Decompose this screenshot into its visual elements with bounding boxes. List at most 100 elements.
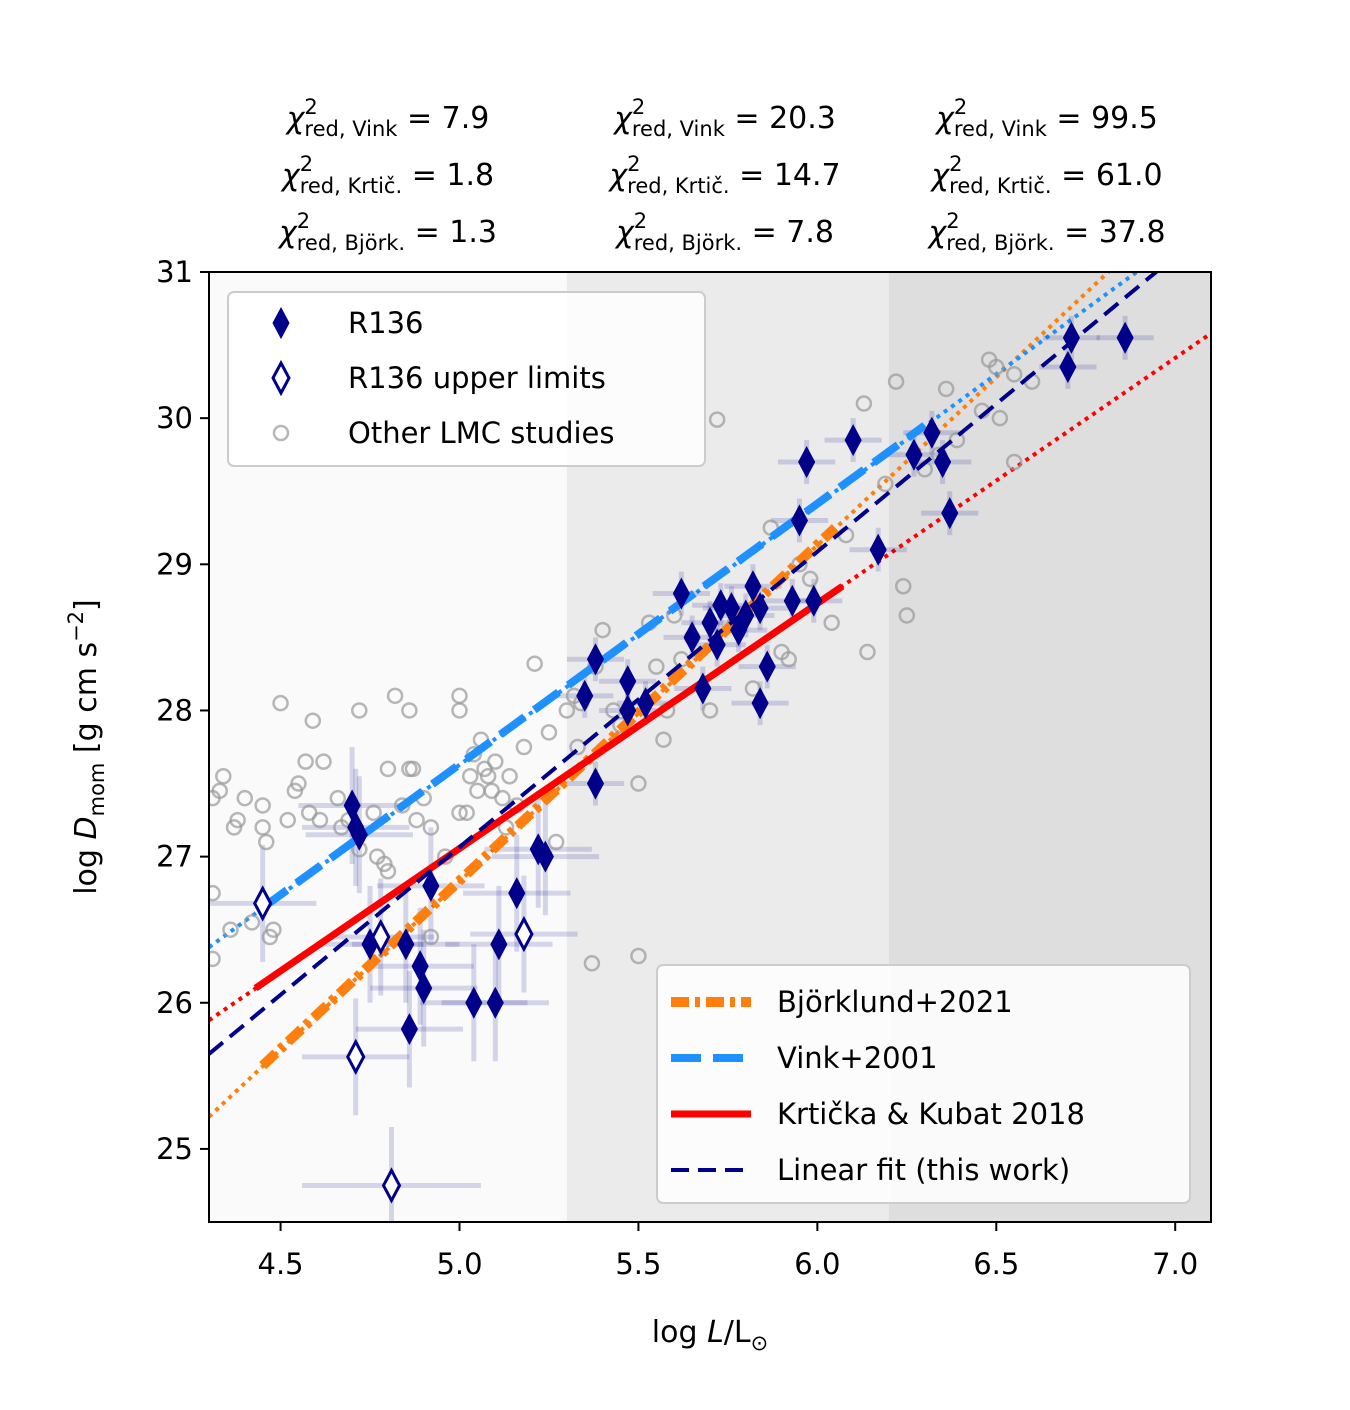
diamond-marker [1116, 321, 1134, 354]
label-part: red, Björk. [946, 231, 1054, 255]
label-part: χ [607, 158, 628, 193]
diamond-marker [737, 599, 755, 632]
circle-marker [1005, 453, 1023, 471]
label-part: = 20.3 [725, 101, 836, 136]
circle-marker [991, 409, 1009, 427]
diamond-marker [536, 840, 554, 873]
circle-marker [254, 819, 271, 836]
diamond-marker [708, 628, 726, 661]
circle-marker [458, 804, 475, 822]
circle-marker [215, 767, 232, 785]
plot-area [209, 272, 1211, 1222]
circle-marker [209, 884, 221, 902]
legend-label: R136 [348, 306, 424, 340]
diamond-marker [400, 1013, 418, 1046]
legend-label: Other LMC studies [348, 416, 614, 450]
diamond-marker [381, 1167, 402, 1204]
diamond-marker [637, 687, 655, 720]
circle-marker [254, 797, 271, 814]
diamond-marker [350, 818, 368, 851]
circle-marker [404, 760, 422, 778]
label-part: log [652, 1315, 707, 1350]
diamond-marker [1062, 321, 1081, 354]
label-part: χ [926, 215, 947, 250]
label-part: = 61.0 [1052, 158, 1163, 193]
circle-marker [540, 724, 558, 741]
model-line [253, 583, 845, 992]
circle-marker [583, 955, 601, 972]
circle-marker [648, 658, 665, 675]
circle-marker [526, 655, 543, 672]
circle-marker [351, 702, 368, 719]
y-tick-label: 29 [156, 547, 193, 581]
label-part: χ [285, 101, 306, 136]
circle-marker [401, 702, 418, 719]
circle-marker [655, 731, 672, 748]
diamond-marker [712, 589, 730, 622]
diamond-marker [252, 885, 273, 922]
circle-marker [1005, 366, 1023, 383]
legend-label: Krtička & Kubat 2018 [777, 1097, 1085, 1131]
diamond-marker [576, 679, 594, 712]
circle-marker [379, 862, 397, 880]
legends: R136 R136 upper limits Other LMC studies Bj… [227, 291, 1191, 1204]
label-part: χ [929, 158, 950, 193]
label-part: 2 [300, 152, 313, 176]
label-part: 2 [632, 95, 645, 119]
circle-marker [451, 702, 468, 719]
model-line [260, 422, 928, 912]
label-part: red, Krtič. [300, 174, 402, 198]
diamond-marker [346, 1038, 366, 1076]
diamond-marker [486, 986, 504, 1019]
label-part: /L [724, 1315, 751, 1350]
label-part: D [69, 816, 104, 839]
circle-marker [272, 424, 290, 442]
diamond-marker [844, 424, 862, 457]
y-tick-label: 27 [156, 840, 193, 874]
circle-marker [569, 738, 586, 756]
circle-marker [501, 767, 518, 785]
legend-label: Linear fit (this work) [777, 1153, 1070, 1187]
label-part: 2 [304, 95, 317, 119]
circle-marker [236, 789, 254, 807]
diamond-marker [905, 438, 923, 471]
circle-marker [272, 694, 289, 712]
circle-marker [422, 819, 440, 836]
diamond-marker [751, 687, 769, 720]
circle-marker [859, 643, 876, 661]
label-part: χ [614, 215, 635, 250]
y-tick-label: 26 [156, 986, 193, 1020]
diamond-marker [869, 533, 887, 566]
label-part: ⊙ [751, 1331, 769, 1355]
circle-marker [329, 789, 347, 807]
diamond-marker [1059, 350, 1077, 384]
circle-marker [494, 789, 511, 807]
legend-box [227, 291, 706, 467]
circle-marker [823, 614, 840, 632]
circle-marker [780, 651, 797, 668]
circle-marker [877, 475, 894, 493]
circle-marker [243, 914, 261, 931]
label-part: ] [69, 599, 104, 611]
diamond-marker [415, 972, 433, 1005]
label-part: 2 [627, 152, 640, 176]
circle-marker [265, 921, 282, 938]
circle-marker [801, 570, 819, 588]
diamond-marker [371, 918, 391, 956]
label-part: = 7.9 [397, 101, 489, 136]
circle-marker [487, 753, 504, 770]
circle-marker [887, 373, 905, 390]
circle-marker [311, 811, 329, 829]
diamond-marker [722, 592, 741, 625]
circle-marker [297, 753, 314, 770]
label-part: log [69, 839, 104, 894]
x-tick-label: 4.5 [258, 1247, 304, 1281]
diamond-marker [514, 915, 534, 953]
composed-label: log L/L ⊙ [652, 1315, 768, 1355]
